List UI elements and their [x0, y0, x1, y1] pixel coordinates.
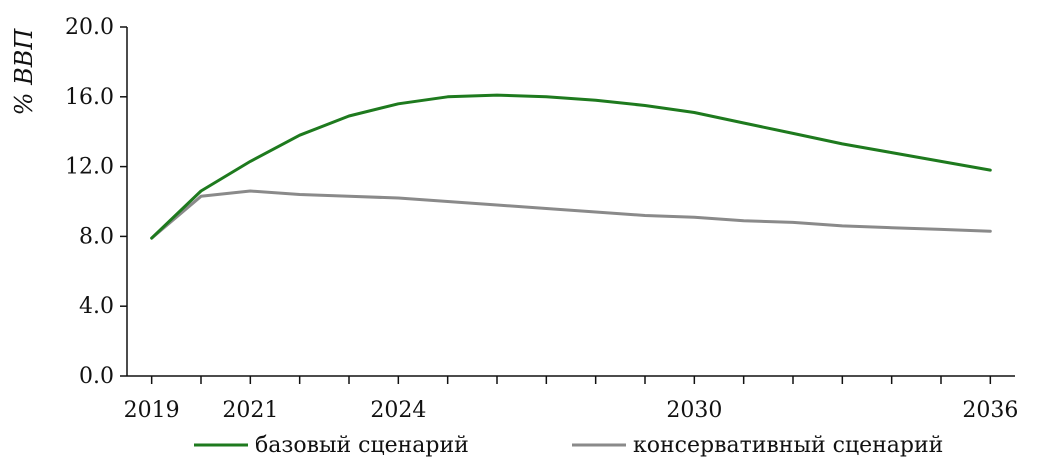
y-axis-label: % ВВП — [10, 28, 38, 116]
y-tick-label: 20.0 — [65, 15, 114, 40]
y-tick-label: 0.0 — [79, 364, 114, 389]
x-tick-label: 2024 — [370, 398, 426, 423]
y-tick-label: 16.0 — [65, 85, 114, 110]
legend: базовый сценарий консервативный сценарий — [194, 433, 943, 458]
y-tick-label: 12.0 — [65, 155, 114, 180]
x-tick-label: 2021 — [222, 398, 278, 423]
x-tick-label: 2030 — [666, 398, 722, 423]
series-layer — [150, 93, 992, 240]
y-tick-label: 8.0 — [79, 224, 114, 249]
x-tick-label: 2036 — [962, 398, 1018, 423]
series-line — [150, 189, 992, 240]
y-tick-label: 4.0 — [79, 294, 114, 319]
legend-label: базовый сценарий — [255, 433, 469, 458]
x-tick-label: 2019 — [124, 398, 180, 423]
legend-label: консервативный сценарий — [633, 433, 943, 458]
series-line — [150, 93, 992, 240]
axes: 0.0 4.0 8.0 12.0 16.0 20.0 2019 2021 2024 2030 203… — [65, 15, 1018, 423]
